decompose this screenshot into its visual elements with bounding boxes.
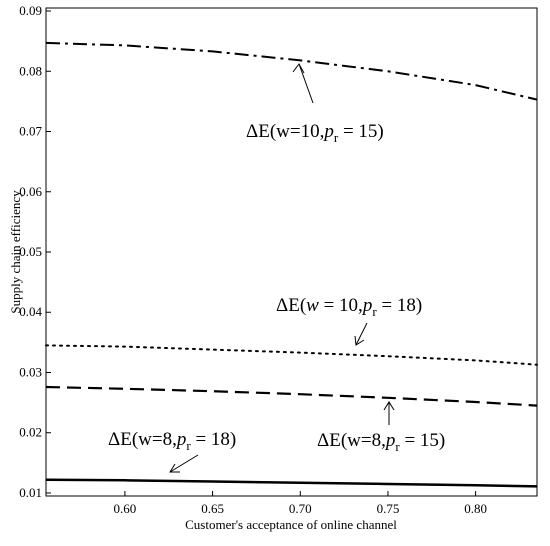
x-tick-label-4: 0.80 bbox=[464, 501, 487, 516]
y-tick-label-3: 0.04 bbox=[19, 304, 42, 319]
series-line-dash-dot bbox=[45, 41, 538, 101]
y-tick-label-7: 0.08 bbox=[19, 63, 42, 78]
y-axis: 0.01 0.02 0.03 0.04 0.05 0.06 0.07 0.08 0.09 bbox=[19, 3, 51, 500]
plot-frame bbox=[45, 7, 538, 497]
annotation-solid-arrow bbox=[169, 454, 199, 473]
annotation-solid-sub: r bbox=[186, 438, 191, 453]
annotation-solid-p: p bbox=[175, 429, 187, 450]
annotation-dashed-pre: ΔE(w=8, bbox=[317, 430, 386, 451]
y-tick-label-4: 0.05 bbox=[19, 244, 42, 259]
annotation-dotted-pre: ΔE( bbox=[276, 295, 306, 316]
annotation-solid-post: = 18) bbox=[191, 429, 237, 450]
annotation-dashdot-p: p bbox=[322, 121, 334, 142]
annotation-dashdot-arrow bbox=[292, 63, 314, 104]
x-tick-label-0: 0.60 bbox=[114, 501, 137, 516]
annotation-dotted-p: p bbox=[361, 295, 373, 316]
x-axis: 0.60 0.65 0.70 0.75 0.80 bbox=[114, 491, 487, 516]
annotation-dotted: ΔE(w = 10,pr = 18) bbox=[276, 295, 422, 319]
x-tick-label-1: 0.65 bbox=[201, 501, 224, 516]
annotation-dotted-mid: = 10, bbox=[319, 295, 363, 316]
annotation-dashed-sub: r bbox=[395, 439, 400, 454]
annotation-solid-pre: ΔE(w=8, bbox=[108, 429, 177, 450]
y-tick-label-1: 0.02 bbox=[19, 425, 42, 440]
annotation-dashed-p: p bbox=[384, 430, 396, 451]
annotation-dashed-arrow bbox=[383, 401, 395, 425]
annotation-dashdot-post: = 15) bbox=[338, 121, 384, 142]
y-tick-label-2: 0.03 bbox=[19, 364, 42, 379]
y-tick-label-0: 0.01 bbox=[19, 485, 42, 500]
series-line-solid bbox=[45, 478, 538, 488]
annotation-dashed-post: = 15) bbox=[400, 430, 446, 451]
annotation-dashed: ΔE(w=8,pr = 15) bbox=[317, 430, 445, 454]
annotation-dotted-sub: r bbox=[372, 304, 377, 319]
y-tick-label-8: 0.09 bbox=[19, 3, 42, 18]
annotation-dashdot-sub: r bbox=[334, 130, 339, 145]
annotation-dotted-w: w bbox=[306, 295, 319, 316]
x-tick-label-3: 0.75 bbox=[377, 501, 400, 516]
y-axis-title: Supply chain efficiency bbox=[8, 190, 23, 314]
series-line-dotted bbox=[45, 344, 538, 366]
series-layer bbox=[45, 41, 538, 488]
annotation-dotted-arrow bbox=[354, 322, 368, 346]
annotation-solid: ΔE(w=8,pr = 18) bbox=[108, 429, 236, 453]
y-tick-label-6: 0.07 bbox=[19, 124, 42, 139]
x-axis-title: Customer's acceptance of online channel bbox=[185, 517, 397, 532]
series-line-dashed bbox=[45, 385, 538, 407]
y-tick-label-5: 0.06 bbox=[19, 184, 42, 199]
annotation-dotted-post: = 18) bbox=[377, 295, 423, 316]
annotation-dashdot-pre: ΔE(w=10, bbox=[246, 121, 324, 142]
annotation-dashdot: ΔE(w=10,pr = 15) bbox=[246, 121, 384, 145]
x-tick-label-2: 0.70 bbox=[289, 501, 312, 516]
